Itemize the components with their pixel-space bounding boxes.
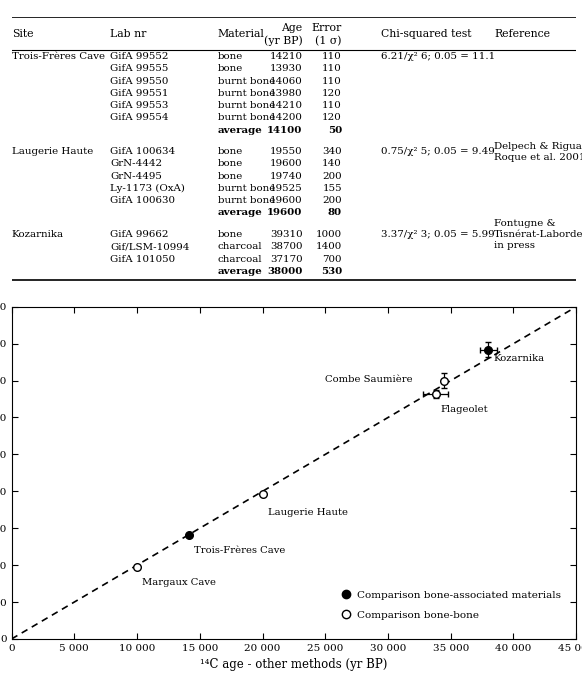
Text: 39310: 39310 xyxy=(269,230,303,239)
Text: Site: Site xyxy=(12,30,33,39)
Text: Laugerie Haute: Laugerie Haute xyxy=(12,147,93,156)
Text: 50: 50 xyxy=(328,126,342,135)
Text: 13980: 13980 xyxy=(269,89,303,98)
Text: GrN-4495: GrN-4495 xyxy=(111,172,162,181)
Text: GifA 99555: GifA 99555 xyxy=(111,65,169,74)
Text: 110: 110 xyxy=(322,101,342,110)
Text: charcoal: charcoal xyxy=(218,255,262,264)
Legend: Comparison bone-associated materials, Comparison bone-bone: Comparison bone-associated materials, Co… xyxy=(336,587,565,624)
Text: bone: bone xyxy=(218,147,243,156)
Text: burnt bone: burnt bone xyxy=(218,196,275,205)
Text: 0.75/χ² 5; 0.05 = 9.49: 0.75/χ² 5; 0.05 = 9.49 xyxy=(381,147,495,156)
Text: GifA 100630: GifA 100630 xyxy=(111,196,175,205)
Text: GifA 99553: GifA 99553 xyxy=(111,101,169,110)
Text: 38000: 38000 xyxy=(267,267,303,276)
Text: 155: 155 xyxy=(322,184,342,193)
Text: Delpech & Riguad 200: Delpech & Riguad 200 xyxy=(494,142,582,150)
Text: Margaux Cave: Margaux Cave xyxy=(142,578,216,587)
Text: 14100: 14100 xyxy=(267,126,303,135)
Text: Combe Saumière: Combe Saumière xyxy=(325,374,413,383)
Text: burnt bone: burnt bone xyxy=(218,101,275,110)
Text: bone: bone xyxy=(218,230,243,239)
Text: Roque et al. 2001: Roque et al. 2001 xyxy=(494,153,582,161)
Text: 14210: 14210 xyxy=(269,52,303,61)
Text: burnt bone: burnt bone xyxy=(218,89,275,98)
Text: bone: bone xyxy=(218,52,243,61)
X-axis label: ¹⁴C age - other methods (yr BP): ¹⁴C age - other methods (yr BP) xyxy=(200,658,388,671)
Text: 19600: 19600 xyxy=(269,196,303,205)
Text: 120: 120 xyxy=(322,113,342,122)
Text: 38700: 38700 xyxy=(270,243,303,251)
Text: 37170: 37170 xyxy=(269,255,303,264)
Text: 19525: 19525 xyxy=(269,184,303,193)
Text: (1 σ): (1 σ) xyxy=(315,36,342,46)
Text: 1400: 1400 xyxy=(315,243,342,251)
Text: Chi-squared test: Chi-squared test xyxy=(381,30,472,39)
Text: average: average xyxy=(218,267,262,276)
Text: Material: Material xyxy=(218,30,265,39)
Text: in press: in press xyxy=(494,241,535,250)
Text: 200: 200 xyxy=(322,172,342,181)
Text: 19600: 19600 xyxy=(269,159,303,168)
Text: GifA 99551: GifA 99551 xyxy=(111,89,169,98)
Text: 13930: 13930 xyxy=(269,65,303,74)
Text: Kozarnika: Kozarnika xyxy=(494,354,545,363)
Text: Laugerie Haute: Laugerie Haute xyxy=(268,508,347,517)
Text: Trois-Frères Cave: Trois-Frères Cave xyxy=(194,546,285,555)
Text: Error: Error xyxy=(311,23,342,33)
Text: Trois-Frères Cave: Trois-Frères Cave xyxy=(12,52,105,61)
Text: 340: 340 xyxy=(322,147,342,156)
Text: GifA 100634: GifA 100634 xyxy=(111,147,176,156)
Text: (yr BP): (yr BP) xyxy=(264,36,303,46)
Text: Lab nr: Lab nr xyxy=(111,30,147,39)
Text: bone: bone xyxy=(218,172,243,181)
Text: GrN-4442: GrN-4442 xyxy=(111,159,162,168)
Text: Fontugne &: Fontugne & xyxy=(494,219,556,228)
Text: bone: bone xyxy=(218,65,243,74)
Text: average: average xyxy=(218,126,262,135)
Text: GifA 99550: GifA 99550 xyxy=(111,76,169,85)
Text: burnt bone: burnt bone xyxy=(218,113,275,122)
Text: 6.21/χ² 6; 0.05 = 11.1: 6.21/χ² 6; 0.05 = 11.1 xyxy=(381,52,496,61)
Text: 14060: 14060 xyxy=(269,76,303,85)
Text: 140: 140 xyxy=(322,159,342,168)
Text: 1000: 1000 xyxy=(316,230,342,239)
Text: 19600: 19600 xyxy=(267,208,303,218)
Text: 3.37/χ² 3; 0.05 = 5.99: 3.37/χ² 3; 0.05 = 5.99 xyxy=(381,230,495,239)
Text: 110: 110 xyxy=(322,65,342,74)
Text: Age: Age xyxy=(281,23,303,33)
Text: Tisnérat-Laborde,: Tisnérat-Laborde, xyxy=(494,230,582,239)
Text: charcoal: charcoal xyxy=(218,243,262,251)
Text: 19740: 19740 xyxy=(269,172,303,181)
Text: Flageolet: Flageolet xyxy=(441,405,488,414)
Text: Reference: Reference xyxy=(494,30,551,39)
Text: 80: 80 xyxy=(328,208,342,218)
Text: 120: 120 xyxy=(322,89,342,98)
Text: GifA 99554: GifA 99554 xyxy=(111,113,169,122)
Text: Kozarnika: Kozarnika xyxy=(12,230,64,239)
Text: GifA 99662: GifA 99662 xyxy=(111,230,169,239)
Text: burnt bone: burnt bone xyxy=(218,184,275,193)
Text: burnt bone: burnt bone xyxy=(218,76,275,85)
Text: GifA 101050: GifA 101050 xyxy=(111,255,176,264)
Text: 110: 110 xyxy=(322,76,342,85)
Text: GifA 99552: GifA 99552 xyxy=(111,52,169,61)
Text: 530: 530 xyxy=(321,267,342,276)
Text: 110: 110 xyxy=(322,52,342,61)
Text: 14200: 14200 xyxy=(269,113,303,122)
Text: bone: bone xyxy=(218,159,243,168)
Text: Gif/LSM-10994: Gif/LSM-10994 xyxy=(111,243,190,251)
Text: 14210: 14210 xyxy=(269,101,303,110)
Text: 19550: 19550 xyxy=(269,147,303,156)
Text: average: average xyxy=(218,208,262,218)
Text: Ly-1173 (OxA): Ly-1173 (OxA) xyxy=(111,184,185,193)
Text: 200: 200 xyxy=(322,196,342,205)
Text: 700: 700 xyxy=(322,255,342,264)
